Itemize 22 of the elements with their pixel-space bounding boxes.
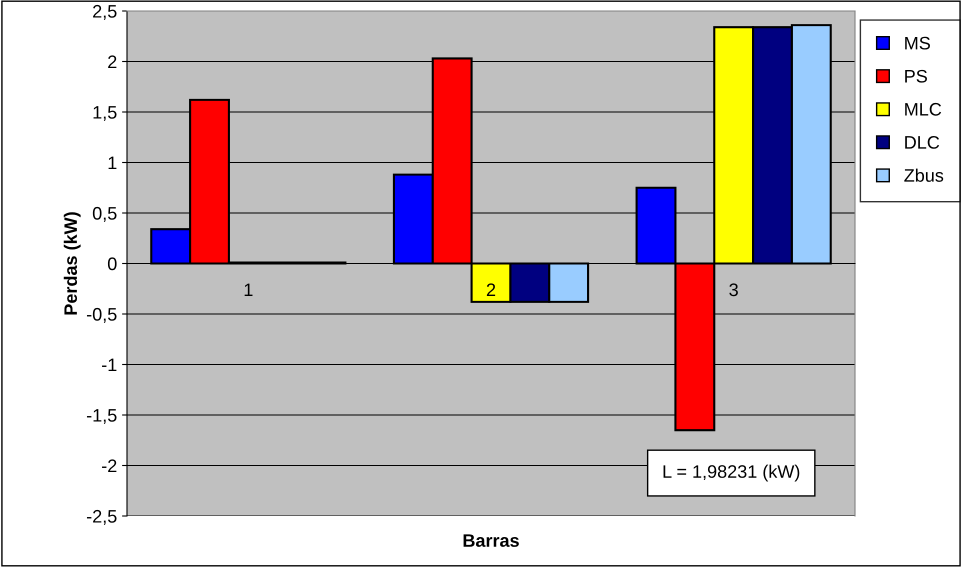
y-tick-label: 0,5 [92,206,117,222]
y-tick-label: 1 [108,156,116,170]
y-tick-label: 2 [108,55,116,68]
x-tick-label: 2 [486,283,496,296]
y-axis-title: Perdas (kW) [64,212,81,314]
y-tick-label: -0,5 [86,308,117,323]
y-tick-label: -2 [102,459,116,472]
legend-label: PS [905,70,927,83]
y-tick-label: 2,5 [93,4,117,20]
y-tick-label: -1 [102,358,116,372]
legend-label: MLC [905,102,942,116]
x-tick-label: 3 [729,283,738,296]
y-tick-label: 0 [108,257,117,270]
y-tick-label: -2,5 [86,510,117,525]
annotation: L = 1,98231 (kW) [664,464,800,482]
legend-label: DLC [905,136,940,149]
legend-label: MS [905,36,930,50]
x-tick-label: 1 [244,284,252,296]
legend-label: Zbus [904,168,944,182]
y-tick-label: 1,5 [94,106,117,121]
y-tick-label: -1,5 [86,409,117,424]
x-axis-title: Barras [464,534,519,547]
